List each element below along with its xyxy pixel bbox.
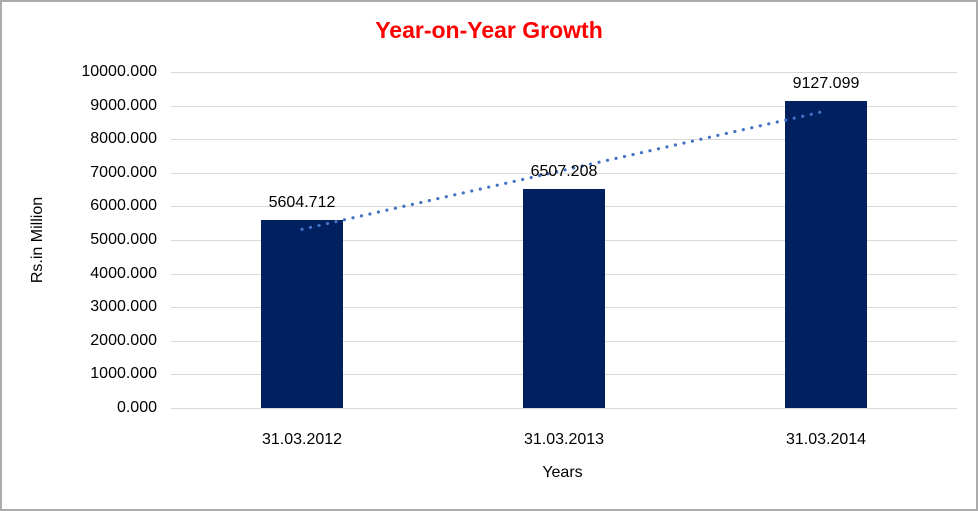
x-tick-label: 31.03.2013 [523,431,605,448]
bar-31-03-2013 [523,189,605,408]
gridline [171,72,957,73]
data-label: 9127.099 [792,75,860,93]
y-tick-label: 2000.000 [90,331,157,349]
bar-31-03-2014 [785,101,867,408]
trendline-path [300,109,828,231]
x-tick-label: 31.03.2012 [261,431,343,448]
gridline [171,172,957,174]
gridline [171,408,957,409]
y-tick-label: 1000.000 [90,365,157,383]
y-tick-label: 4000.000 [90,264,157,282]
y-tick-label: 8000.000 [90,130,157,148]
x-tick-label: 31.03.2014 [785,431,867,448]
trendline [300,109,828,231]
bar-31-03-2012 [261,219,343,408]
y-tick-label: 9000.000 [90,96,157,114]
y-tick-label: 5000.000 [90,231,157,248]
data-label: 5604.712 [268,193,336,211]
x-axis-title: Years [542,464,583,481]
y-tick-label: 6000.000 [90,197,157,215]
gridline [171,105,957,107]
y-tick-label: 3000.000 [90,298,157,316]
chart-title: Year-on-Year Growth [375,17,603,43]
data-label: 6507.208 [530,163,598,181]
y-tick-label: 10000.000 [81,63,157,80]
y-tick-label: 7000.000 [90,163,157,181]
gridline [171,139,957,141]
y-tick-label: 0.000 [116,399,157,416]
